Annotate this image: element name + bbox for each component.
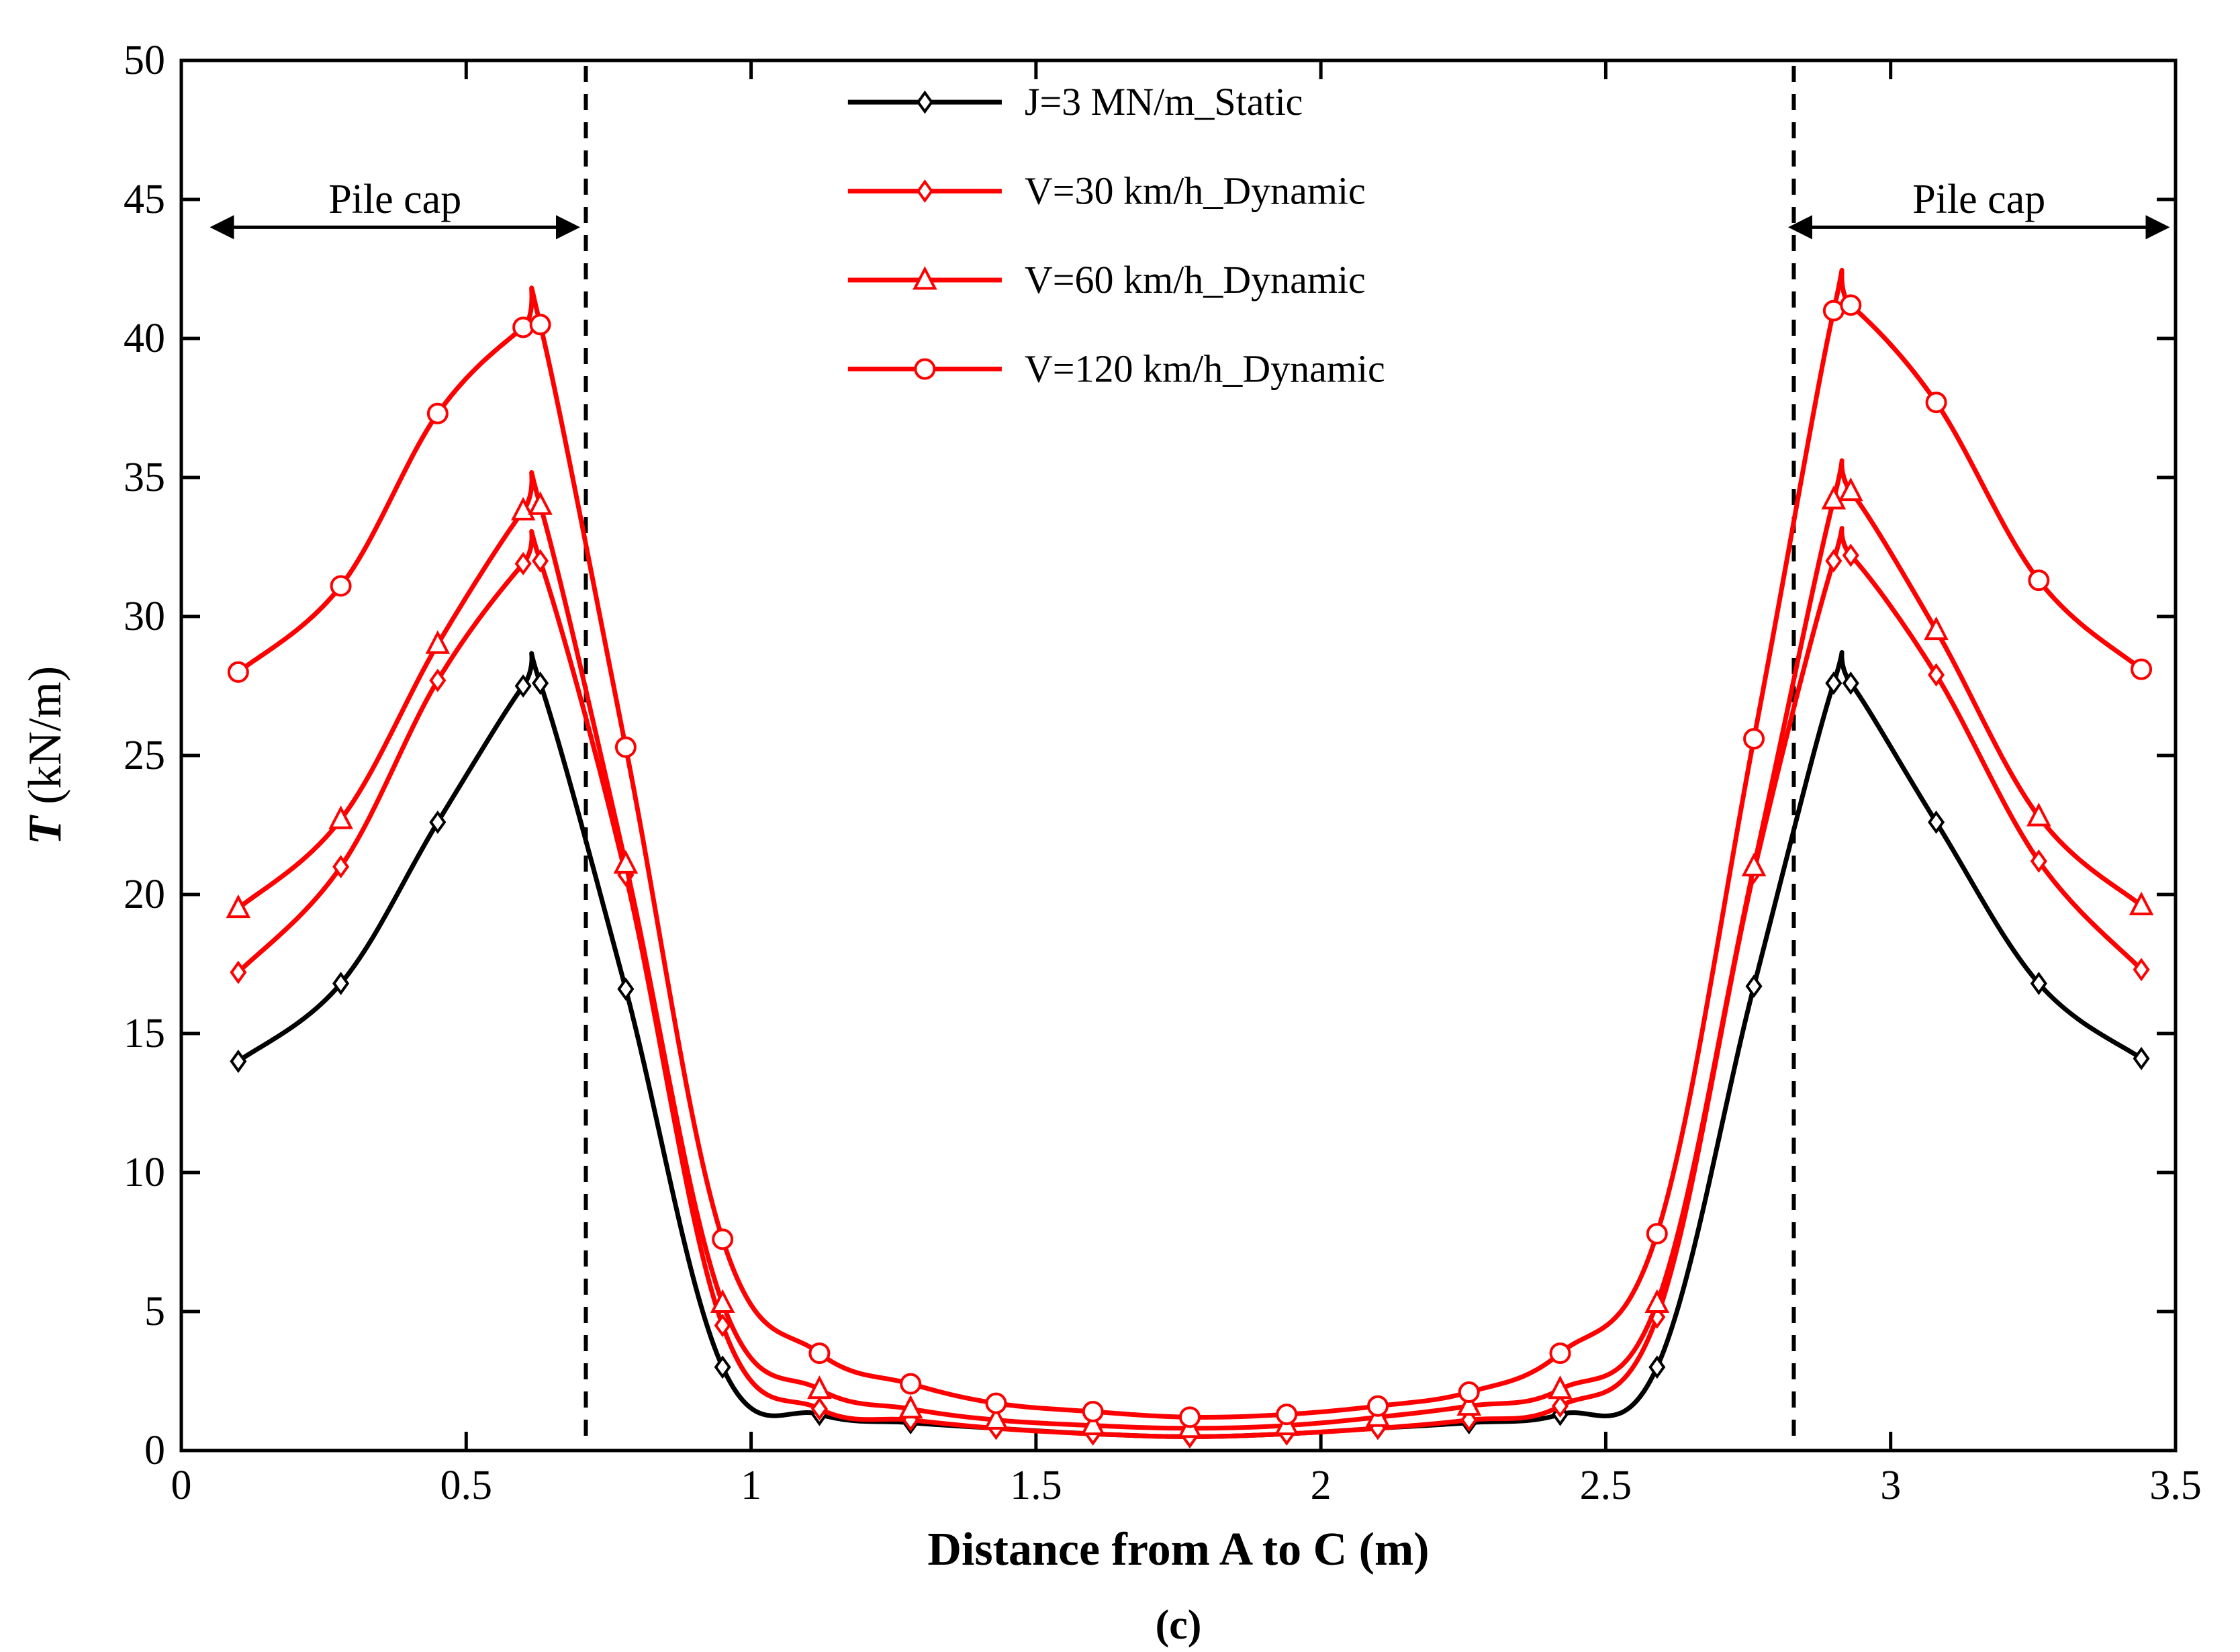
x-tick-label: 1 (741, 1463, 761, 1508)
x-tick-label: 1.5 (1010, 1463, 1062, 1508)
y-tick-label: 20 (124, 872, 165, 917)
legend-label-static: J=3 MN/m_Static (1025, 80, 1303, 124)
y-tick-label: 15 (124, 1011, 165, 1056)
y-tick-label: 45 (124, 177, 165, 222)
svg-text:Pile cap: Pile cap (328, 177, 461, 222)
y-tick-label: 30 (124, 594, 165, 639)
x-tick-label: 3 (1880, 1463, 1901, 1508)
x-tick-label: 0.5 (440, 1463, 493, 1508)
svg-text:Pile cap: Pile cap (1912, 177, 2045, 222)
x-tick-label: 0 (171, 1463, 192, 1508)
y-tick-label: 0 (144, 1428, 165, 1473)
y-tick-label: 50 (124, 38, 165, 83)
legend-label-v60: V=60 km/h_Dynamic (1025, 258, 1366, 302)
y-axis-label: T (kN/m) (19, 666, 71, 845)
y-tick-label: 10 (124, 1150, 165, 1195)
tension-vs-distance-chart: 0 0.5 1 1.5 2 2.5 3 3.5 0 5 10 15 20 25 30 35 40 45 50 Dist… (0, 0, 2240, 1652)
x-tick-label: 3.5 (2149, 1463, 2202, 1508)
y-tick-label: 5 (144, 1289, 165, 1334)
x-tick-label: 2 (1311, 1463, 1332, 1508)
subcaption: (c) (1156, 1602, 1202, 1648)
legend-label-v30: V=30 km/h_Dynamic (1025, 169, 1366, 213)
y-tick-label: 35 (124, 455, 165, 500)
legend-label-v120: V=120 km/h_Dynamic (1025, 347, 1385, 391)
y-tick-label: 25 (124, 733, 165, 778)
y-tick-label: 40 (124, 316, 165, 361)
x-axis-label: Distance from A to C (m) (927, 1524, 1429, 1575)
svg-text:T (kN/m): T (kN/m) (19, 666, 71, 845)
x-tick-label: 2.5 (1580, 1463, 1632, 1508)
